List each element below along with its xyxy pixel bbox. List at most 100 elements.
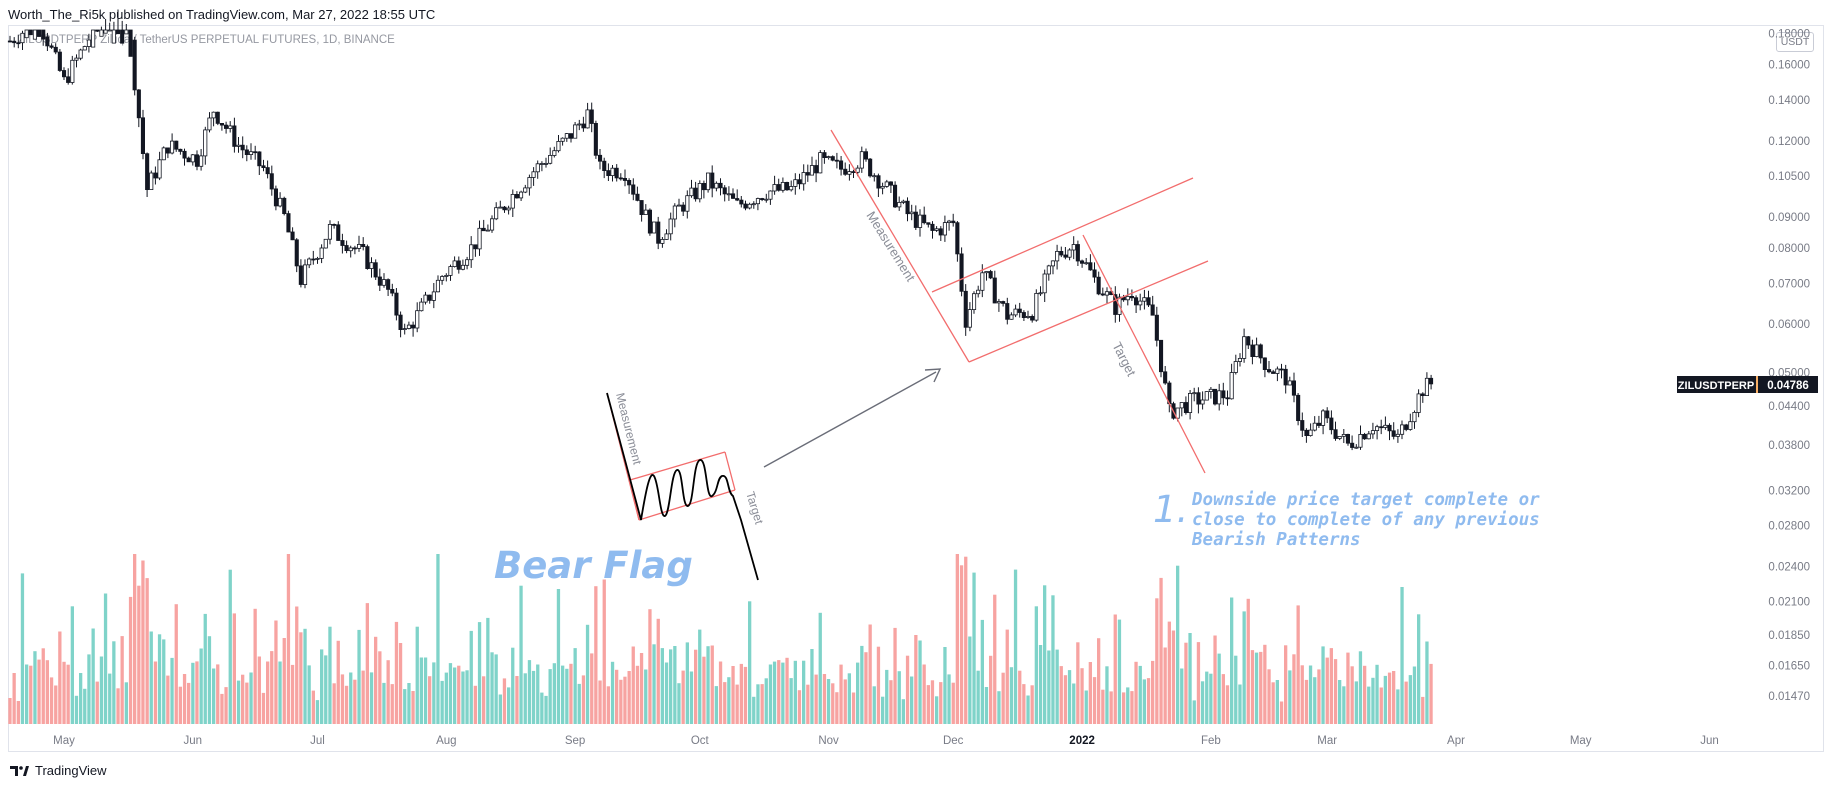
candle-body <box>1213 388 1218 405</box>
candle-body <box>257 151 262 167</box>
price-tick-label: 0.06000 <box>1768 319 1810 331</box>
volume-bar <box>328 626 332 724</box>
volume-bar <box>232 613 236 724</box>
pattern-arrow-head <box>924 368 942 383</box>
candle-body <box>211 111 216 119</box>
candle-body <box>938 228 943 236</box>
candle-body <box>7 40 13 43</box>
currency-button[interactable]: USDT <box>1776 32 1814 52</box>
volume-bar <box>868 624 872 724</box>
candle-body <box>548 154 553 164</box>
volume-bar <box>735 684 739 724</box>
candle-body <box>86 39 92 47</box>
candle-body <box>219 123 225 126</box>
candle-body <box>149 172 154 191</box>
candle-body <box>1354 446 1359 449</box>
volume-bar <box>25 664 29 724</box>
volume-bar <box>1188 633 1192 724</box>
volume-bar <box>241 674 245 724</box>
volume-bar <box>124 682 128 724</box>
note-line-3: Bearish Patterns <box>1191 530 1361 550</box>
candle-body <box>394 292 399 316</box>
time-axis[interactable]: May Jun Jul Aug Sep Oct Nov Dec 2022 Feb Mar Apr May… <box>53 735 1719 747</box>
candle-body <box>1208 388 1213 392</box>
candle-body <box>1287 380 1292 386</box>
volume-bar <box>324 655 328 724</box>
candle-body <box>286 213 291 233</box>
price-tick-label: 0.04400 <box>1768 401 1810 413</box>
candle-body <box>951 220 956 224</box>
volume-bar <box>166 675 170 724</box>
footer-brand-label: TradingView <box>35 763 107 778</box>
candle-body <box>539 163 544 165</box>
candle-body <box>140 117 146 155</box>
volume-bar <box>860 645 864 724</box>
price-tick-label: 0.08000 <box>1768 243 1810 255</box>
volume-bar <box>727 677 731 724</box>
volume-bar <box>41 648 45 724</box>
candle-body <box>12 40 17 44</box>
volume-bar <box>864 652 868 724</box>
candle-body <box>494 207 499 220</box>
volume-bar <box>1313 677 1317 724</box>
volume-bar <box>789 678 793 724</box>
volume-bar <box>1396 689 1400 724</box>
volume-bar <box>619 679 623 724</box>
volume-bar <box>669 649 673 724</box>
volume-bar <box>743 666 748 724</box>
volume-bar <box>1225 685 1230 724</box>
volume-bar <box>585 624 590 724</box>
candle-body <box>66 76 71 83</box>
bear-flag-illustration <box>606 392 759 581</box>
measurement-label: Measurement <box>863 209 918 285</box>
candle-body <box>855 167 860 173</box>
candle-body <box>240 144 245 151</box>
candle-body <box>1050 260 1056 267</box>
candle-body <box>818 152 823 174</box>
candle-body <box>1005 303 1010 320</box>
volume-bar <box>207 636 212 724</box>
volume-bar <box>357 629 361 724</box>
last-price-badge: ZILUSDTPERP 0.04786 <box>1677 376 1818 393</box>
volume-bar <box>1151 660 1155 724</box>
candle-body <box>1404 424 1409 430</box>
candle-body <box>980 272 985 291</box>
candle-body <box>722 187 727 195</box>
candle-body <box>1030 315 1035 321</box>
time-tick-label: May <box>1570 735 1592 747</box>
candle-body <box>876 175 881 189</box>
volume-bar <box>1342 686 1346 724</box>
candle-body <box>311 258 316 261</box>
volume-bar <box>1097 638 1101 724</box>
volume-bar <box>74 695 79 724</box>
candle-body <box>627 179 632 186</box>
volume-bar <box>1117 619 1122 724</box>
volume-bar <box>1126 687 1130 724</box>
candle-body <box>959 253 964 292</box>
price-axis[interactable]: 0.18000 0.16000 0.14000 0.12000 0.10500 0.090… <box>1768 29 1810 704</box>
candle-body <box>1113 294 1118 315</box>
volume-bar <box>390 684 394 724</box>
candle-body <box>843 168 848 175</box>
volume-bar <box>910 676 914 724</box>
candle-body <box>1013 308 1018 316</box>
bear-flag-title: Bear Flag <box>494 544 693 587</box>
volume-bar <box>623 676 627 724</box>
candle-body <box>506 207 511 211</box>
candle-body <box>1271 371 1276 374</box>
volume-bar <box>615 669 619 724</box>
candle-body <box>194 154 200 167</box>
measurement-line <box>830 129 970 363</box>
footer-branding[interactable]: TradingView <box>10 763 107 778</box>
illustration-flag-right <box>724 451 736 491</box>
volume-bar <box>1034 606 1038 724</box>
candle-body <box>265 167 270 175</box>
volume-bar <box>519 585 523 724</box>
volume-bar <box>839 664 843 724</box>
candle-body <box>1420 393 1425 396</box>
candle-body <box>1275 368 1280 374</box>
candle-body <box>739 199 744 205</box>
candle-body <box>805 172 810 176</box>
candle-body <box>668 218 673 235</box>
